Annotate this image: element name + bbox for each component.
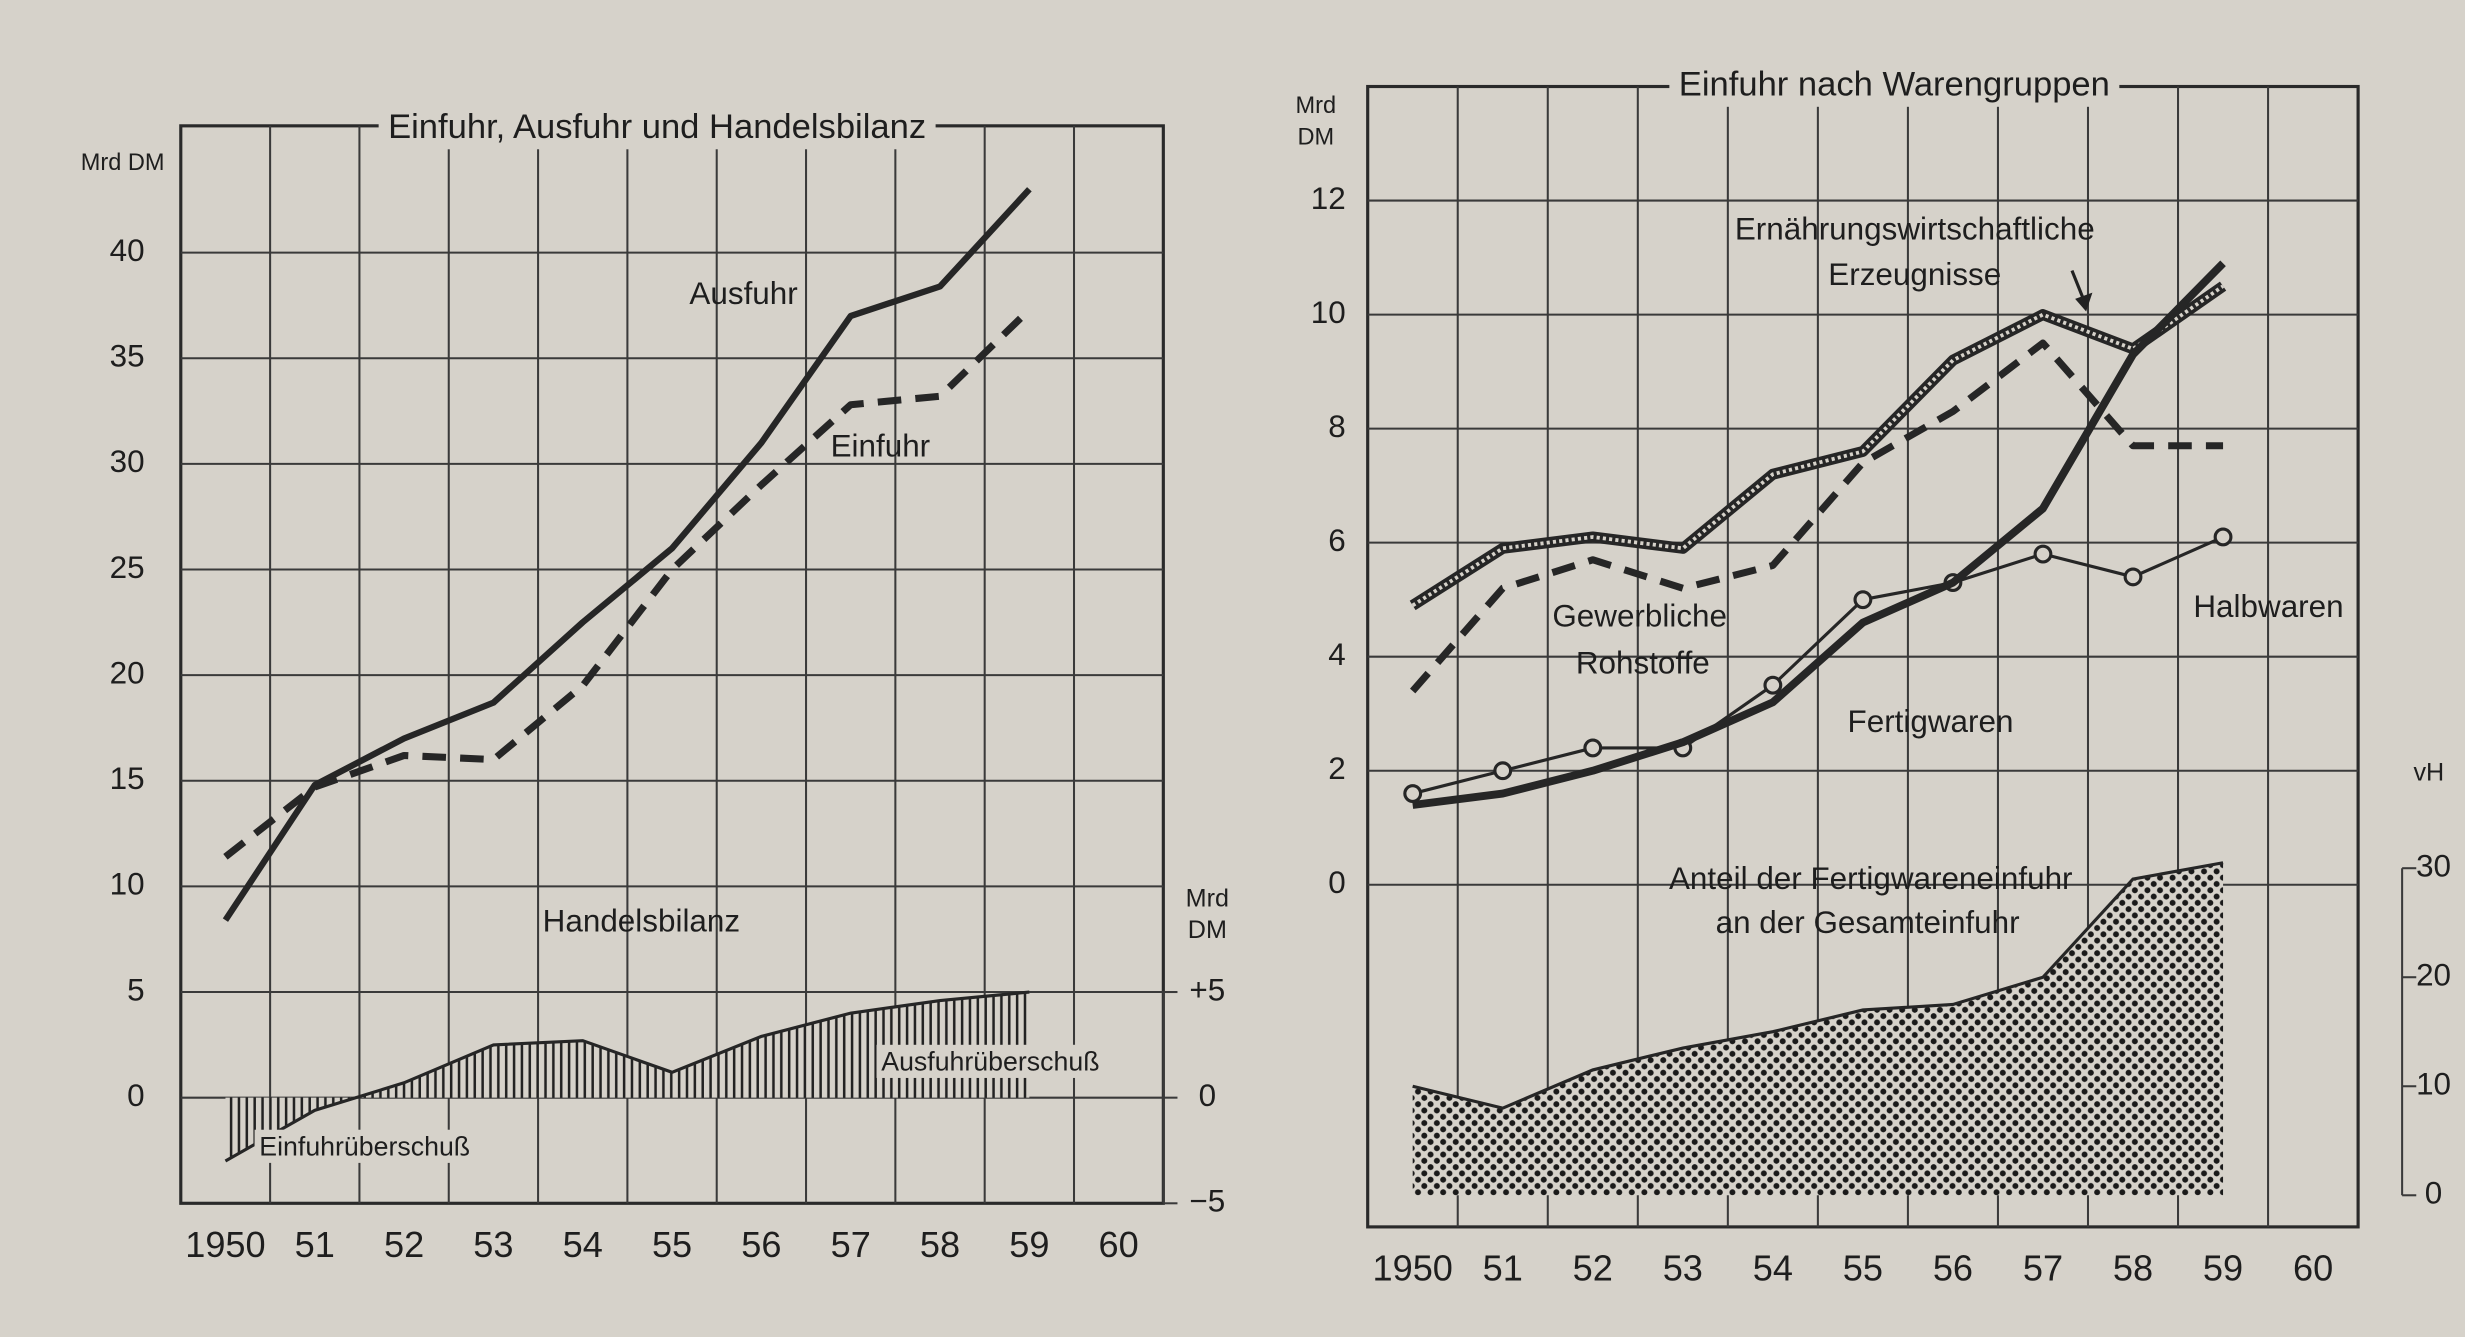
annotation-bg [876, 1044, 1105, 1078]
series-label: Gewerbliche [1552, 598, 1727, 633]
annotation: Ausfuhrüberschuß [881, 1046, 1099, 1076]
x-tick-label: 54 [563, 1224, 603, 1265]
y2-tick-label: 10 [2416, 1067, 2451, 1102]
panel: 0 2 4 6 8 10 12 0 10 20 30 1950 51 52 53 54 55 56 57 58 59 60… [1296, 62, 2451, 1288]
area [1412, 862, 2224, 1196]
y2-axis-label: Mrd [1186, 884, 1229, 912]
y-axis-label: Mrd DM [81, 149, 165, 175]
chart-title: Einfuhr, Ausfuhr und Handelsbilanz [388, 108, 926, 146]
annotation-bg [254, 1129, 475, 1163]
x-tick-label: 55 [1843, 1247, 1883, 1288]
y-tick-label: 20 [110, 655, 145, 690]
y-tick-label: 40 [110, 233, 145, 268]
y-tick-label: 5 [127, 972, 144, 1007]
x-tick-label: 60 [2293, 1247, 2333, 1288]
x-tick-label: 1950 [1373, 1247, 1453, 1288]
y-tick-label: 0 [127, 1078, 144, 1113]
point-marker [1763, 675, 1783, 695]
x-tick-label: 52 [384, 1224, 424, 1265]
line-inner [1411, 284, 2225, 608]
y-tick-label: 4 [1328, 637, 1345, 672]
title-bg [378, 104, 936, 150]
series-label: an der Gesamteinfuhr [1716, 905, 2020, 940]
series-label: Fertigwaren [1848, 704, 2014, 739]
line [1412, 535, 2224, 796]
x-tick-label: 57 [2023, 1247, 2063, 1288]
y2-tick-label: −5 [1189, 1184, 1225, 1219]
annotation: Einfuhrüberschuß [259, 1131, 470, 1161]
line [223, 307, 1032, 860]
series-label: Halbwaren [2193, 589, 2343, 624]
x-tick-label: 51 [1483, 1247, 1523, 1288]
y-tick-label: 6 [1328, 523, 1345, 558]
y-tick-label: 8 [1328, 409, 1345, 444]
x-tick-label: 56 [741, 1224, 781, 1265]
y2-axis-label: vH [2413, 759, 2444, 787]
x-tick-label: 59 [2203, 1247, 2243, 1288]
series-label: Erzeugnisse [1828, 257, 2001, 292]
line [1410, 339, 2224, 694]
point-marker [1583, 738, 1603, 758]
x-tick-label: 58 [2113, 1247, 2153, 1288]
y-tick-label: 15 [110, 761, 145, 796]
area [225, 992, 1030, 1161]
point-marker [1493, 761, 1513, 781]
x-tick-label: 55 [652, 1224, 692, 1265]
x-tick-label: 53 [473, 1224, 513, 1265]
y2-tick-label: 20 [2416, 958, 2451, 993]
y-tick-label: 12 [1311, 181, 1346, 216]
series-label: Rohstoffe [1576, 646, 1710, 681]
x-tick-label: 54 [1753, 1247, 1793, 1288]
point-marker [1403, 784, 1423, 803]
point-marker [1853, 590, 1873, 610]
x-tick-label: 60 [1099, 1224, 1139, 1265]
x-tick-label: 53 [1663, 1247, 1703, 1288]
x-tick-label: 58 [920, 1224, 960, 1265]
chart-title: Einfuhr nach Warengruppen [1679, 66, 2110, 104]
series-label: Ernährungswirtschaftliche [1735, 212, 2095, 247]
area-outline [1412, 861, 2224, 1110]
x-tick-label: 52 [1573, 1247, 1613, 1288]
title-bg [1669, 62, 2120, 107]
y-axis-label: Mrd [1296, 92, 1337, 118]
point-marker [2213, 527, 2233, 547]
line [1412, 260, 2226, 809]
series-label: Einfuhr [831, 429, 931, 464]
series-label: Anteil der Fertigwareneinfuhr [1669, 861, 2073, 896]
y-tick-label: 25 [110, 550, 145, 585]
y-tick-label: 2 [1328, 751, 1345, 786]
y-tick-label: 30 [110, 444, 145, 479]
x-tick-label: 59 [1009, 1224, 1049, 1265]
x-tick-label: 51 [295, 1224, 335, 1265]
point-marker [2033, 544, 2053, 564]
point-marker [2123, 567, 2143, 587]
x-tick-label: 1950 [185, 1224, 265, 1265]
panel: 0 5 10 15 20 25 30 35 40 +5 0 −5 1950 51 52 53 54 55 56 57 5… [81, 104, 1229, 1265]
arrow-head [2075, 292, 2093, 312]
x-tick-label: 57 [831, 1224, 871, 1265]
series-label: Ausfuhr [689, 276, 797, 311]
y-axis-label: DM [1297, 124, 1334, 150]
y-tick-label: 0 [1328, 865, 1345, 900]
x-tick-label: 56 [1933, 1247, 1973, 1288]
series-label: Handelsbilanz [543, 904, 740, 939]
y-tick-label: 10 [110, 867, 145, 902]
y-tick-label: 35 [110, 339, 145, 374]
y-tick-label: 10 [1311, 295, 1346, 330]
y2-tick-label: 0 [2425, 1176, 2442, 1211]
y2-tick-label: +5 [1189, 972, 1225, 1007]
y2-tick-label: 0 [1199, 1078, 1216, 1113]
line [222, 187, 1032, 922]
area-outline [224, 990, 1030, 1163]
y2-axis-label: DM [1188, 916, 1227, 944]
y2-tick-label: 30 [2416, 849, 2451, 884]
